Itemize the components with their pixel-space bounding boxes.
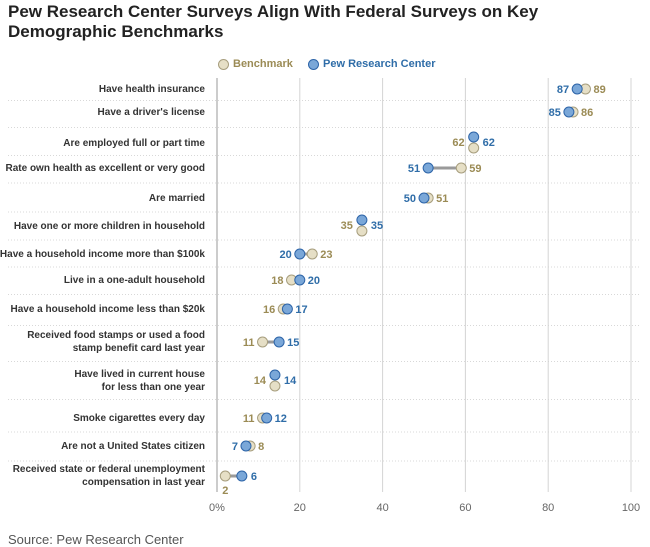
row-label: Rate own health as excellent or very goo… — [5, 163, 205, 174]
row-label: compensation in last year — [82, 477, 205, 488]
x-tick-label: 40 — [376, 502, 388, 514]
x-tick-label: 80 — [542, 502, 554, 514]
benchmark-dot — [468, 142, 480, 154]
pew-value-label: 20 — [308, 275, 320, 287]
pew-value-label: 15 — [287, 337, 299, 349]
pew-dot — [261, 412, 273, 424]
benchmark-dot — [455, 162, 467, 174]
row-label: for less than one year — [102, 382, 205, 393]
source-note: Source: Pew Research Center — [8, 532, 184, 547]
pew-value-label: 35 — [371, 220, 383, 232]
row-label: Have a household income more than $100k — [0, 249, 205, 260]
row-label: Have a household income less than $20k — [10, 304, 205, 315]
pew-value-label: 51 — [408, 163, 420, 175]
pew-value-label: 14 — [284, 375, 297, 387]
pew-value-label: 85 — [549, 107, 561, 119]
benchmark-value-label: 89 — [593, 84, 605, 96]
x-tick-label: 20 — [294, 502, 306, 514]
row-label: Have lived in current house — [74, 369, 205, 380]
x-tick-label: 60 — [459, 502, 471, 514]
pew-value-label: 17 — [295, 304, 307, 316]
benchmark-dot — [269, 380, 281, 392]
pew-value-label: 7 — [232, 441, 238, 453]
pew-value-label: 62 — [483, 137, 495, 149]
row-label: Are employed full or part time — [63, 138, 205, 149]
benchmark-value-label: 23 — [320, 249, 332, 261]
row-label: Have a driver's license — [98, 107, 206, 118]
row-label: Received food stamps or used a food — [27, 330, 205, 341]
pew-dot — [273, 336, 285, 348]
pew-dot — [356, 214, 368, 226]
pew-dot — [418, 192, 430, 204]
benchmark-dot — [306, 248, 318, 260]
pew-dot — [468, 131, 480, 143]
benchmark-dot — [356, 225, 368, 237]
pew-dot — [294, 248, 306, 260]
chart-title: Pew Research Center Surveys Align With F… — [8, 2, 539, 41]
benchmark-value-label: 62 — [452, 137, 464, 149]
benchmark-dot — [219, 470, 231, 482]
pew-value-label: 12 — [275, 413, 287, 425]
pew-value-label: 20 — [280, 249, 292, 261]
x-tick-label: 0% — [209, 502, 225, 514]
row-label: Are married — [149, 193, 205, 204]
benchmark-value-label: 11 — [243, 337, 255, 349]
pew-value-label: 87 — [557, 84, 569, 96]
legend-item-benchmark: Benchmark — [218, 58, 293, 70]
row-label: Have health insurance — [99, 84, 206, 95]
benchmark-value-label: 2 — [222, 485, 228, 497]
pew-dot — [236, 470, 248, 482]
row-label: stamp benefit card last year — [73, 343, 205, 354]
pew-dot — [422, 162, 434, 174]
row-label: Received state or federal unemployment — [13, 464, 206, 475]
x-tick-label: 100 — [622, 502, 640, 514]
legend-label-pew: Pew Research Center — [323, 58, 436, 70]
benchmark-value-label: 14 — [254, 375, 267, 387]
benchmark-value-label: 11 — [243, 413, 255, 425]
pew-dot — [294, 274, 306, 286]
benchmark-value-label: 8 — [258, 441, 264, 453]
benchmark-value-label: 59 — [469, 163, 481, 175]
pew-value-label: 6 — [251, 471, 257, 483]
legend-label-benchmark: Benchmark — [233, 58, 293, 70]
legend-swatch-pew — [308, 58, 319, 70]
row-label: Have one or more children in household — [14, 221, 205, 232]
pew-dot — [563, 106, 575, 118]
benchmark-dot — [257, 336, 269, 348]
legend-item-pew: Pew Research Center — [308, 58, 436, 70]
benchmark-value-label: 35 — [341, 220, 353, 232]
row-label: Are not a United States citizen — [61, 441, 205, 452]
legend-swatch-benchmark — [218, 58, 229, 70]
benchmark-value-label: 16 — [263, 304, 275, 316]
benchmark-value-label: 51 — [436, 193, 448, 205]
pew-dot — [269, 369, 281, 381]
row-label: Smoke cigarettes every day — [73, 413, 205, 424]
pew-dot — [571, 83, 583, 95]
pew-value-label: 50 — [404, 193, 416, 205]
row-label: Live in a one-adult household — [64, 275, 205, 286]
benchmark-value-label: 86 — [581, 107, 593, 119]
benchmark-value-label: 18 — [271, 275, 283, 287]
pew-dot — [240, 440, 252, 452]
pew-dot — [281, 303, 293, 315]
